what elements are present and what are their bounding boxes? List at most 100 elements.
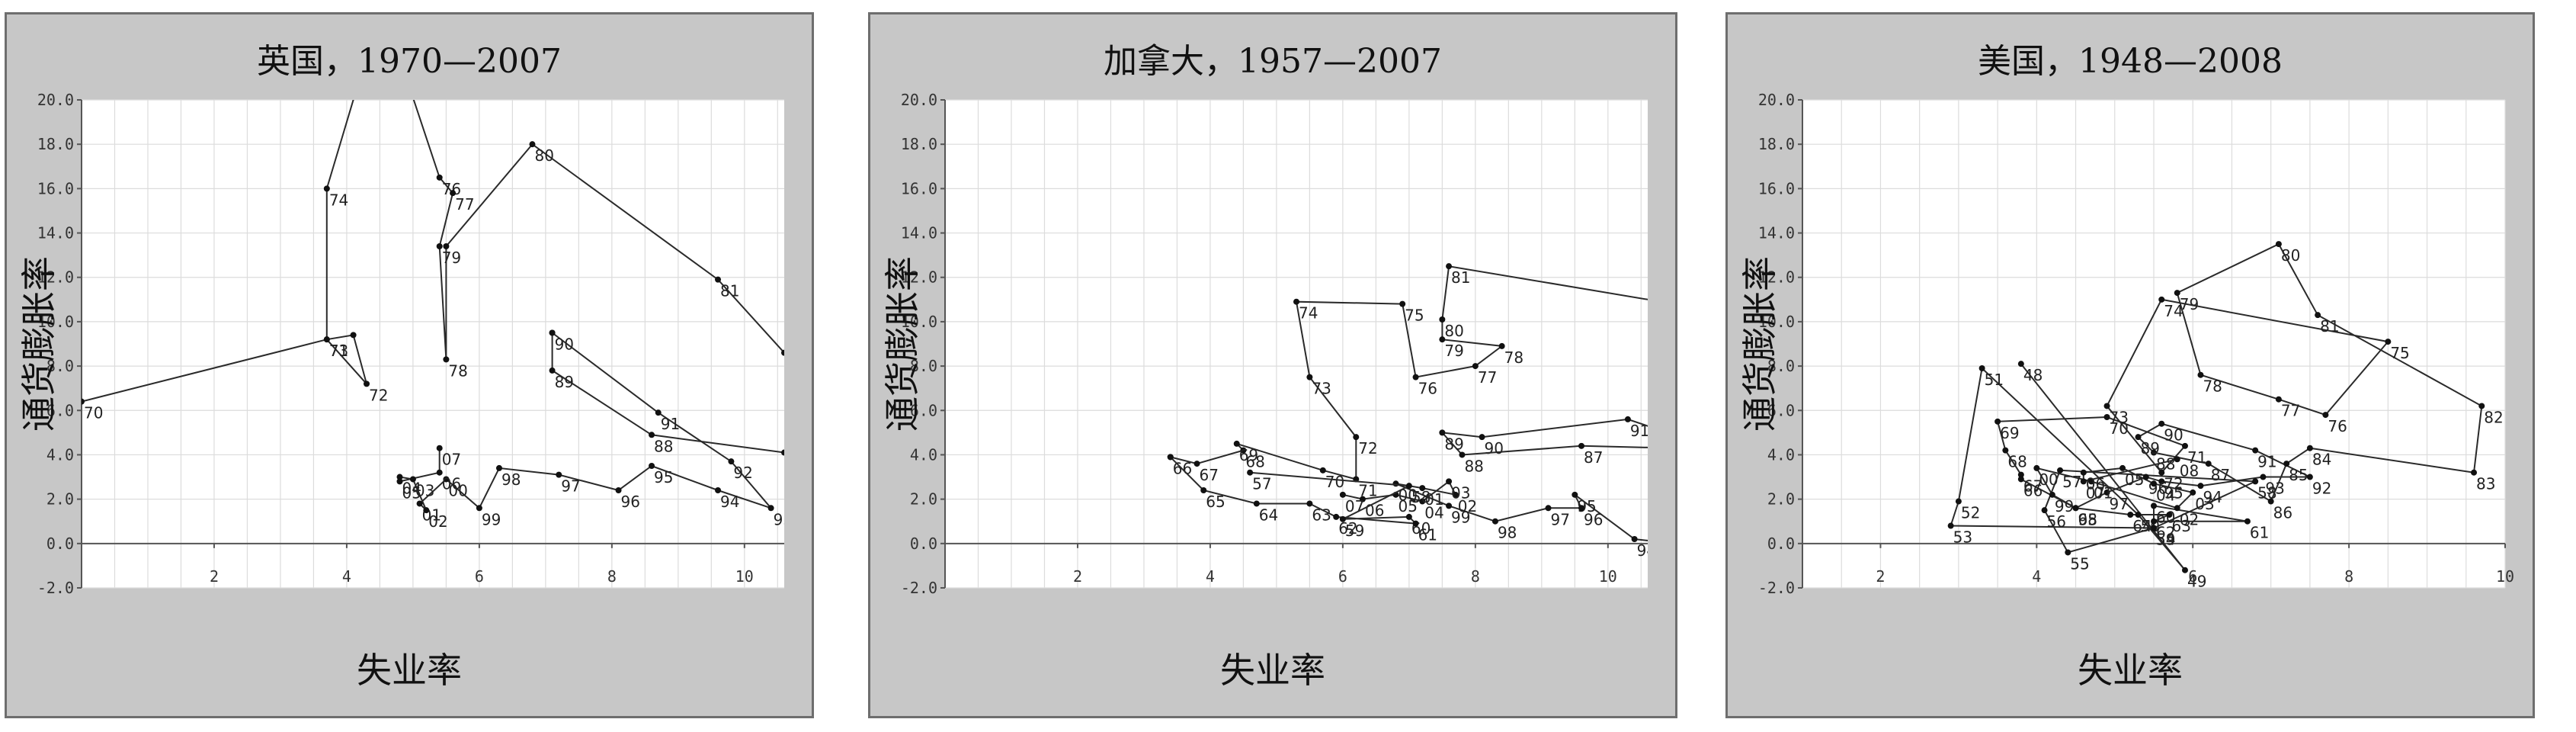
data-point bbox=[1333, 513, 1340, 520]
data-point bbox=[2119, 464, 2126, 471]
data-point bbox=[655, 409, 662, 416]
point-year-label: 76 bbox=[2328, 417, 2347, 435]
y-tick-label: 14.0 bbox=[1758, 224, 1795, 242]
point-year-label: 00 bbox=[448, 481, 467, 499]
point-year-label: 90 bbox=[1485, 439, 1504, 458]
x-tick-label: 6 bbox=[2188, 567, 2197, 586]
data-point bbox=[1240, 447, 1247, 454]
y-tick-label: 18.0 bbox=[1758, 135, 1795, 153]
data-point bbox=[1319, 467, 1326, 474]
point-year-label: 71 bbox=[329, 342, 348, 360]
y-tick-label: 6.0 bbox=[1767, 401, 1795, 419]
x-tick-label: 10 bbox=[2496, 567, 2514, 586]
point-year-label: 65 bbox=[2078, 510, 2097, 528]
y-tick-label: 20.0 bbox=[1758, 91, 1795, 109]
data-point bbox=[1419, 498, 1426, 505]
y-tick-label: 20.0 bbox=[37, 91, 74, 109]
x-tick-label: 10 bbox=[735, 567, 754, 586]
point-year-label: 91 bbox=[2257, 453, 2276, 471]
data-point bbox=[2205, 461, 2212, 467]
point-year-label: 94 bbox=[2203, 488, 2222, 506]
y-tick-label: 2.0 bbox=[910, 490, 937, 509]
data-point bbox=[1498, 342, 1505, 349]
point-year-label: 63 bbox=[1312, 506, 1331, 524]
point-year-label: 97 bbox=[1551, 510, 1570, 528]
point-year-label: 79 bbox=[2180, 295, 2199, 313]
chart-uk: 英国，1970—2007 -2.0 0.0 2.0 4.0 6.0 8.0 10.0 12.0 1… bbox=[18, 42, 784, 691]
point-year-label: 71 bbox=[2187, 448, 2206, 467]
data-point bbox=[2252, 447, 2259, 454]
y-tick-label: 10.0 bbox=[37, 313, 74, 331]
chart-panel-canada: 加拿大，1957—2007 -2.0 0.0 2.0 4.0 6.0 8.0 10.0 12.0… bbox=[868, 12, 1677, 718]
data-point bbox=[2033, 464, 2040, 471]
x-axis-label: 失业率 bbox=[2078, 650, 2183, 691]
point-year-label: 03 bbox=[1451, 483, 1470, 502]
data-point bbox=[2306, 445, 2313, 451]
x-tick-label: 2 bbox=[1876, 567, 1885, 586]
point-year-label: 85 bbox=[2289, 466, 2308, 484]
point-year-label: 97 bbox=[561, 477, 580, 496]
data-point bbox=[443, 356, 450, 363]
point-year-label: 05 bbox=[402, 483, 421, 502]
plot-area bbox=[945, 100, 1648, 588]
y-tick-label: 8.0 bbox=[46, 357, 74, 375]
data-point bbox=[2275, 396, 2282, 403]
point-year-label: 51 bbox=[1985, 371, 2004, 389]
data-point bbox=[1578, 442, 1585, 449]
point-year-label: 08 bbox=[2180, 461, 2199, 480]
data-point bbox=[2151, 480, 2157, 487]
data-point bbox=[2260, 474, 2267, 480]
point-year-label: 05 bbox=[2125, 470, 2144, 489]
point-year-label: 75 bbox=[1405, 307, 1424, 325]
point-year-label: 73 bbox=[329, 342, 348, 360]
data-point bbox=[1405, 483, 1412, 490]
data-point bbox=[1167, 454, 1174, 461]
data-point bbox=[396, 478, 403, 485]
point-year-label: 76 bbox=[1418, 380, 1437, 398]
y-tick-label: 10.0 bbox=[901, 313, 937, 331]
y-tick-label: 4.0 bbox=[46, 445, 74, 464]
point-year-label: 03 bbox=[2195, 495, 2214, 513]
data-point bbox=[2142, 474, 2149, 480]
y-tick-label: 12.0 bbox=[37, 268, 74, 287]
data-point bbox=[2158, 469, 2165, 476]
data-point bbox=[2244, 518, 2251, 525]
point-year-label: 57 bbox=[2062, 473, 2081, 491]
data-point bbox=[2002, 447, 2009, 454]
data-point bbox=[715, 487, 722, 493]
data-point bbox=[1253, 500, 1260, 507]
data-point bbox=[2267, 498, 2274, 505]
data-point bbox=[1399, 300, 1406, 307]
chart-title: 加拿大，1957—2007 bbox=[1104, 42, 1442, 81]
data-point bbox=[2197, 483, 2204, 490]
point-year-label: 58 bbox=[2257, 483, 2276, 502]
point-year-label: 84 bbox=[2312, 451, 2331, 469]
point-year-label: 89 bbox=[1444, 435, 1463, 453]
data-point bbox=[396, 474, 403, 480]
point-year-label: 69 bbox=[1239, 446, 1258, 464]
data-point bbox=[1955, 498, 1962, 505]
point-year-label: 87 bbox=[2211, 466, 2230, 484]
data-point bbox=[416, 500, 423, 507]
data-point bbox=[2174, 456, 2180, 463]
data-point bbox=[1193, 461, 1200, 467]
point-year-label: 81 bbox=[1451, 268, 1470, 287]
data-point bbox=[1339, 515, 1346, 522]
y-tick-label: 6.0 bbox=[46, 401, 74, 419]
plot-area bbox=[82, 100, 784, 588]
x-tick-label: 4 bbox=[2032, 567, 2041, 586]
data-point bbox=[1572, 491, 1578, 498]
point-year-label: 64 bbox=[1259, 506, 1278, 524]
data-point bbox=[2151, 502, 2157, 509]
data-point bbox=[1545, 505, 1552, 512]
data-point bbox=[2080, 478, 2087, 485]
data-point bbox=[1491, 518, 1498, 525]
y-tick-label: 12.0 bbox=[1758, 268, 1795, 287]
data-point bbox=[2049, 491, 2055, 498]
y-tick-label: 10.0 bbox=[1758, 313, 1795, 331]
point-year-label: 05 bbox=[1398, 497, 1417, 515]
data-point bbox=[1446, 263, 1453, 270]
data-point bbox=[1412, 520, 1419, 527]
point-year-label: 98 bbox=[501, 470, 521, 489]
series-line bbox=[82, 100, 784, 403]
